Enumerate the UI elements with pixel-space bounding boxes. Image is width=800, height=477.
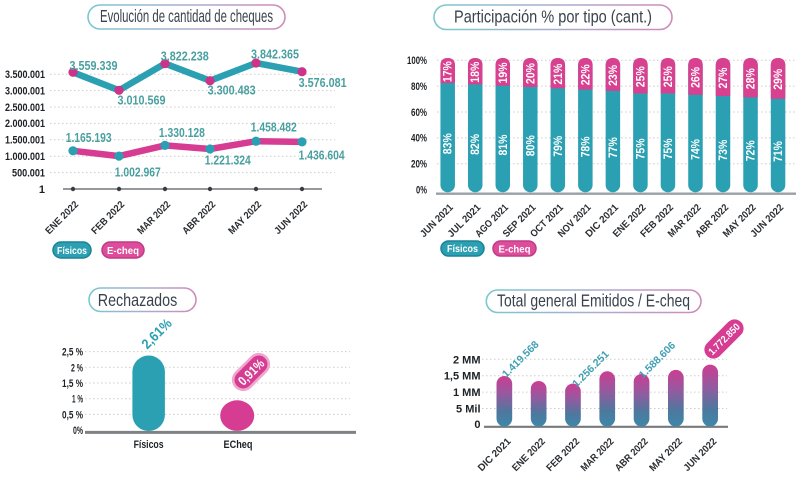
svg-text:1.500.001: 1.500.001 [5,135,45,147]
svg-text:2,5 %: 2,5 % [62,347,83,359]
svg-text:2 %: 2 % [71,362,83,374]
svg-text:29%: 29% [771,69,785,90]
svg-text:1.000.001: 1.000.001 [5,151,45,163]
svg-text:1,5 %: 1,5 % [62,378,83,390]
svg-text:0,5 %: 0,5 % [62,409,83,421]
svg-text:60%: 60% [411,107,427,119]
svg-text:1.002.967: 1.002.967 [115,164,161,179]
svg-text:74%: 74% [689,139,703,160]
svg-text:2.000.001: 2.000.001 [5,118,45,130]
svg-text:Total general Emitidos / E-che: Total general Emitidos / E-cheq [497,291,690,311]
svg-text:0%: 0% [73,425,83,437]
svg-text:0%: 0% [416,185,427,197]
svg-text:20%: 20% [411,159,427,171]
svg-text:Físicos: Físicos [134,439,164,451]
svg-text:71%: 71% [771,141,785,162]
svg-text:72%: 72% [744,140,758,161]
svg-text:17%: 17% [441,61,455,82]
svg-text:83%: 83% [441,133,455,154]
svg-text:5 Mil: 5 Mil [456,404,480,416]
svg-text:2.500.001: 2.500.001 [5,102,45,114]
svg-text:Rechazados: Rechazados [98,290,178,310]
svg-text:20%: 20% [523,63,537,84]
svg-text:80%: 80% [523,135,537,156]
svg-text:80%: 80% [411,81,427,93]
svg-text:1 %: 1 % [72,394,83,406]
svg-text:1 MM: 1 MM [453,387,481,399]
svg-text:27%: 27% [716,67,730,88]
svg-text:1: 1 [39,184,45,196]
svg-text:81%: 81% [496,134,510,155]
svg-text:19%: 19% [496,62,510,83]
svg-text:3.300.483: 3.300.483 [208,83,256,98]
svg-text:26%: 26% [689,67,703,88]
svg-text:28%: 28% [744,68,758,89]
svg-text:73%: 73% [716,139,730,160]
svg-text:40%: 40% [411,133,427,145]
svg-text:25%: 25% [633,66,647,87]
svg-text:2 MM: 2 MM [453,354,481,366]
svg-text:Participación % por tipo (cant: Participación % por tipo (cant.) [454,7,652,27]
svg-text:1.165.193: 1.165.193 [66,130,112,145]
svg-text:3.500.001: 3.500.001 [5,69,45,81]
svg-text:1.221.324: 1.221.324 [205,152,252,167]
svg-text:75%: 75% [633,138,647,159]
svg-text:77%: 77% [606,137,620,158]
svg-text:1,5 MM: 1,5 MM [444,371,481,383]
svg-text:1.458.482: 1.458.482 [251,119,297,134]
svg-text:3.822.238: 3.822.238 [161,49,209,64]
svg-text:23%: 23% [606,65,620,86]
svg-text:Evolución de cantidad de chequ: Evolución de cantidad de cheques [100,6,273,26]
svg-text:500.001: 500.001 [12,167,45,179]
svg-text:1.436.604: 1.436.604 [299,147,346,162]
svg-text:ECheq: ECheq [224,439,253,451]
svg-text:100%: 100% [407,55,427,67]
svg-text:22%: 22% [578,64,592,85]
svg-text:3.010.569: 3.010.569 [118,92,166,107]
svg-text:E-cheq: E-cheq [499,244,531,256]
svg-text:Físicos: Físicos [447,243,478,255]
svg-text:Físicos: Físicos [57,245,87,257]
svg-text:3.000.001: 3.000.001 [5,85,45,97]
svg-text:21%: 21% [551,63,565,84]
svg-text:3.559.339: 3.559.339 [70,58,118,73]
svg-text:78%: 78% [578,136,592,157]
svg-text:79%: 79% [551,136,565,157]
svg-text:82%: 82% [468,134,482,155]
svg-text:75%: 75% [661,138,675,159]
svg-text:18%: 18% [468,61,482,82]
svg-text:0: 0 [474,419,480,431]
svg-text:3.576.081: 3.576.081 [299,75,347,90]
svg-text:3.842.365: 3.842.365 [251,47,299,62]
svg-text:1.330.128: 1.330.128 [159,125,205,140]
svg-text:E-cheq: E-cheq [107,245,139,257]
svg-text:25%: 25% [661,66,675,87]
